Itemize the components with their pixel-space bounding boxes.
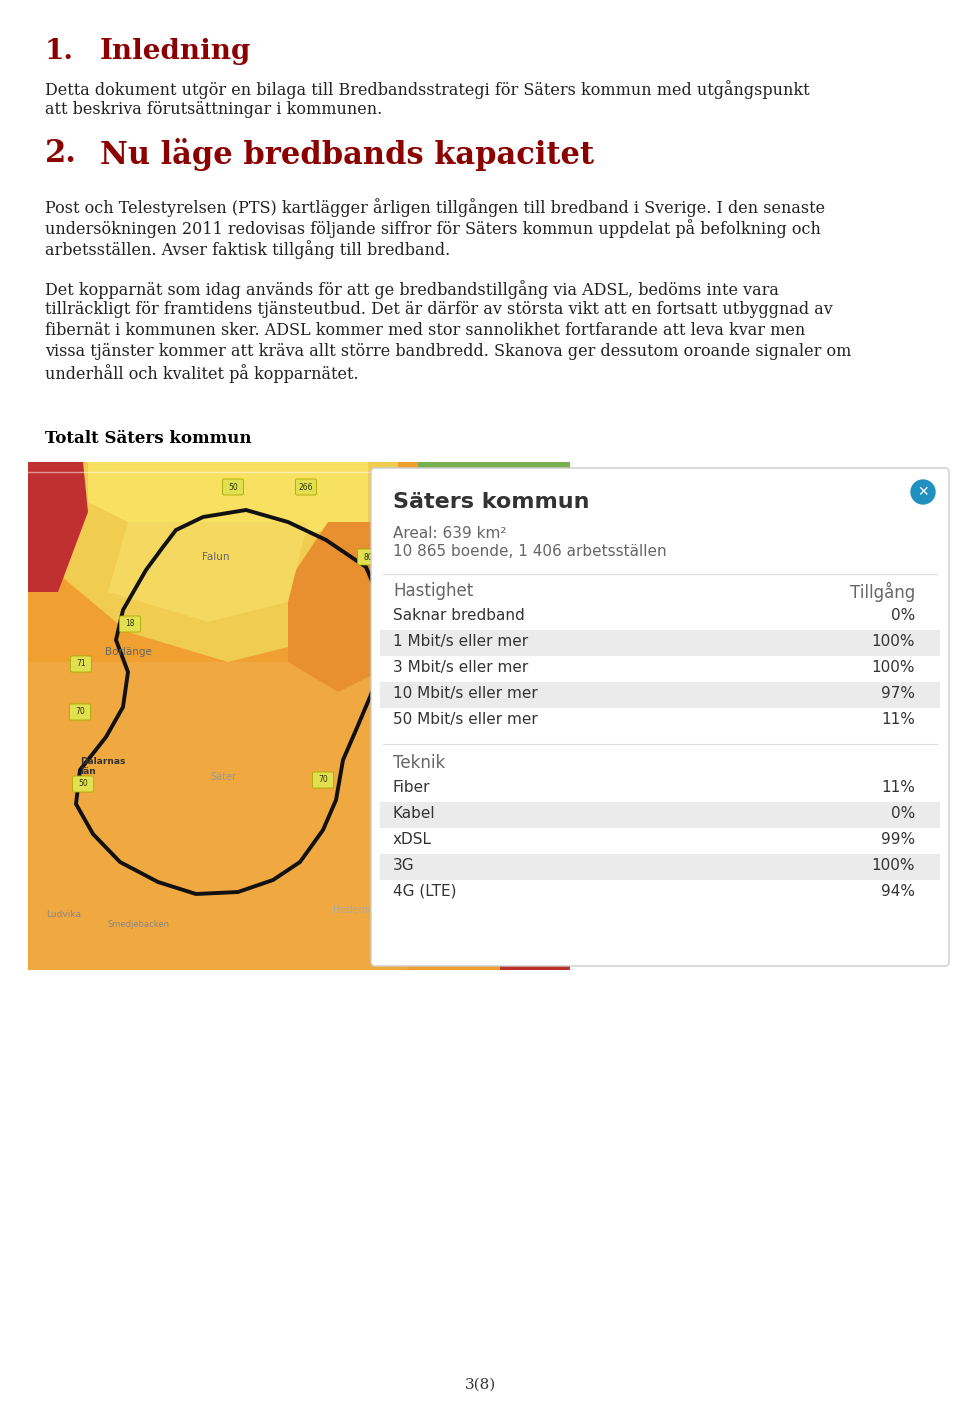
Text: Tillgång: Tillgång [850, 582, 915, 602]
Text: 71: 71 [76, 659, 85, 668]
Polygon shape [288, 522, 398, 692]
Text: 50 Mbit/s eller mer: 50 Mbit/s eller mer [393, 712, 538, 727]
Text: xDSL: xDSL [393, 832, 432, 847]
Polygon shape [88, 462, 368, 542]
Text: 11%: 11% [881, 712, 915, 727]
Text: 70: 70 [318, 775, 328, 785]
Text: Fiber: Fiber [393, 779, 430, 795]
Text: vissa tjänster kommer att kräva allt större bandbredd. Skanova ger dessutom oroa: vissa tjänster kommer att kräva allt stö… [45, 343, 852, 360]
Text: Dalarnas
län: Dalarnas län [80, 757, 126, 777]
Text: 10 Mbit/s eller mer: 10 Mbit/s eller mer [393, 686, 538, 700]
Bar [380, 604, 940, 630]
Text: Detta dokument utgör en bilaga till Bredbandsstrategi för Säters kommun med utgå: Detta dokument utgör en bilaga till Bred… [45, 80, 809, 99]
Bar [380, 827, 940, 854]
Text: 99%: 99% [881, 832, 915, 847]
FancyBboxPatch shape [371, 467, 949, 966]
Text: Ludvika: Ludvika [46, 909, 81, 919]
Text: 0%: 0% [891, 806, 915, 820]
Polygon shape [108, 522, 308, 623]
Text: undersökningen 2011 redovisas följande siffror för Säters kommun uppdelat på bef: undersökningen 2011 redovisas följande s… [45, 219, 821, 237]
Text: att beskriva förutsättningar i kommunen.: att beskriva förutsättningar i kommunen. [45, 102, 382, 119]
Text: 3 Mbit/s eller mer: 3 Mbit/s eller mer [393, 659, 528, 675]
Text: 97%: 97% [881, 686, 915, 700]
Text: 70: 70 [514, 847, 523, 857]
Text: 70: 70 [75, 707, 84, 716]
Text: 94%: 94% [881, 884, 915, 899]
Text: 100%: 100% [872, 858, 915, 873]
FancyBboxPatch shape [73, 777, 93, 792]
Text: Borlänge: Borlänge [105, 647, 152, 657]
Text: Säters kommun: Säters kommun [393, 491, 589, 513]
FancyBboxPatch shape [508, 844, 529, 860]
Polygon shape [28, 462, 88, 592]
Text: 100%: 100% [872, 659, 915, 675]
Text: Post och Telestyrelsen (PTS) kartlägger årligen tillgången till bredband i Sveri: Post och Telestyrelsen (PTS) kartlägger … [45, 198, 826, 217]
Text: underhåll och kvalitet på kopparnätet.: underhåll och kvalitet på kopparnätet. [45, 364, 359, 383]
Polygon shape [418, 462, 570, 582]
Polygon shape [28, 662, 408, 970]
FancyBboxPatch shape [296, 479, 317, 496]
Bar [380, 802, 940, 827]
Text: Falun: Falun [203, 552, 229, 562]
Text: 100%: 100% [872, 634, 915, 650]
Text: 18: 18 [125, 620, 134, 628]
Bar [380, 682, 940, 707]
Bar [380, 630, 940, 657]
Bar [380, 880, 940, 907]
Bar [380, 854, 940, 880]
Text: 1 Mbit/s eller mer: 1 Mbit/s eller mer [393, 634, 528, 650]
FancyBboxPatch shape [70, 657, 91, 672]
Text: Areal: 639 km²: Areal: 639 km² [393, 527, 507, 541]
Text: Hastighet: Hastighet [393, 582, 473, 600]
Bar [380, 657, 940, 682]
Text: Inledning: Inledning [100, 38, 252, 65]
Text: 2.: 2. [45, 138, 77, 169]
Text: 3(8): 3(8) [465, 1378, 495, 1392]
Text: 50: 50 [228, 483, 238, 491]
Text: Uppsala
län: Uppsala län [530, 932, 565, 952]
FancyBboxPatch shape [357, 549, 378, 565]
Text: 50: 50 [78, 779, 88, 788]
Text: 10 865 boende, 1 406 arbetsställen: 10 865 boende, 1 406 arbetsställen [393, 544, 666, 559]
Text: tillräckligt för framtidens tjänsteutbud. Det är därför av största vikt att en f: tillräckligt för framtidens tjänsteutbud… [45, 301, 832, 318]
Text: Smedjebacken: Smedjebacken [108, 921, 170, 929]
Bar [380, 777, 940, 802]
FancyBboxPatch shape [313, 772, 333, 788]
FancyBboxPatch shape [119, 616, 140, 633]
FancyBboxPatch shape [69, 705, 90, 720]
Text: Saknar bredband: Saknar bredband [393, 609, 525, 623]
Text: Det kopparnät som idag används för att ge bredbandstillgång via ADSL, bedöms int: Det kopparnät som idag används för att g… [45, 280, 779, 299]
Text: 4G (LTE): 4G (LTE) [393, 884, 457, 899]
Text: Totalt Säters kommun: Totalt Säters kommun [45, 431, 252, 448]
Polygon shape [28, 462, 398, 662]
Text: 80: 80 [363, 552, 372, 562]
Text: 1.: 1. [45, 38, 74, 65]
Bar [380, 707, 940, 734]
Text: Säter: Säter [210, 772, 236, 782]
Bar [28, 462, 570, 970]
Text: 0%: 0% [891, 609, 915, 623]
FancyBboxPatch shape [223, 479, 244, 496]
Text: Avesta: Avesta [418, 915, 448, 923]
Circle shape [911, 480, 935, 504]
Text: Hedemora: Hedemora [332, 905, 383, 915]
Text: Nu läge bredbands kapacitet: Nu läge bredbands kapacitet [100, 138, 594, 171]
Text: ✕: ✕ [917, 484, 929, 498]
Text: arbetsställen. Avser faktisk tillgång till bredband.: arbetsställen. Avser faktisk tillgång ti… [45, 240, 450, 258]
Text: Kabel: Kabel [393, 806, 436, 820]
Text: fibernät i kommunen sker. ADSL kommer med stor sannolikhet fortfarande att leva : fibernät i kommunen sker. ADSL kommer me… [45, 322, 805, 339]
Polygon shape [500, 880, 570, 970]
Text: 11%: 11% [881, 779, 915, 795]
Text: 3G: 3G [393, 858, 415, 873]
Text: Teknik: Teknik [393, 754, 445, 772]
Text: 266: 266 [299, 483, 313, 491]
